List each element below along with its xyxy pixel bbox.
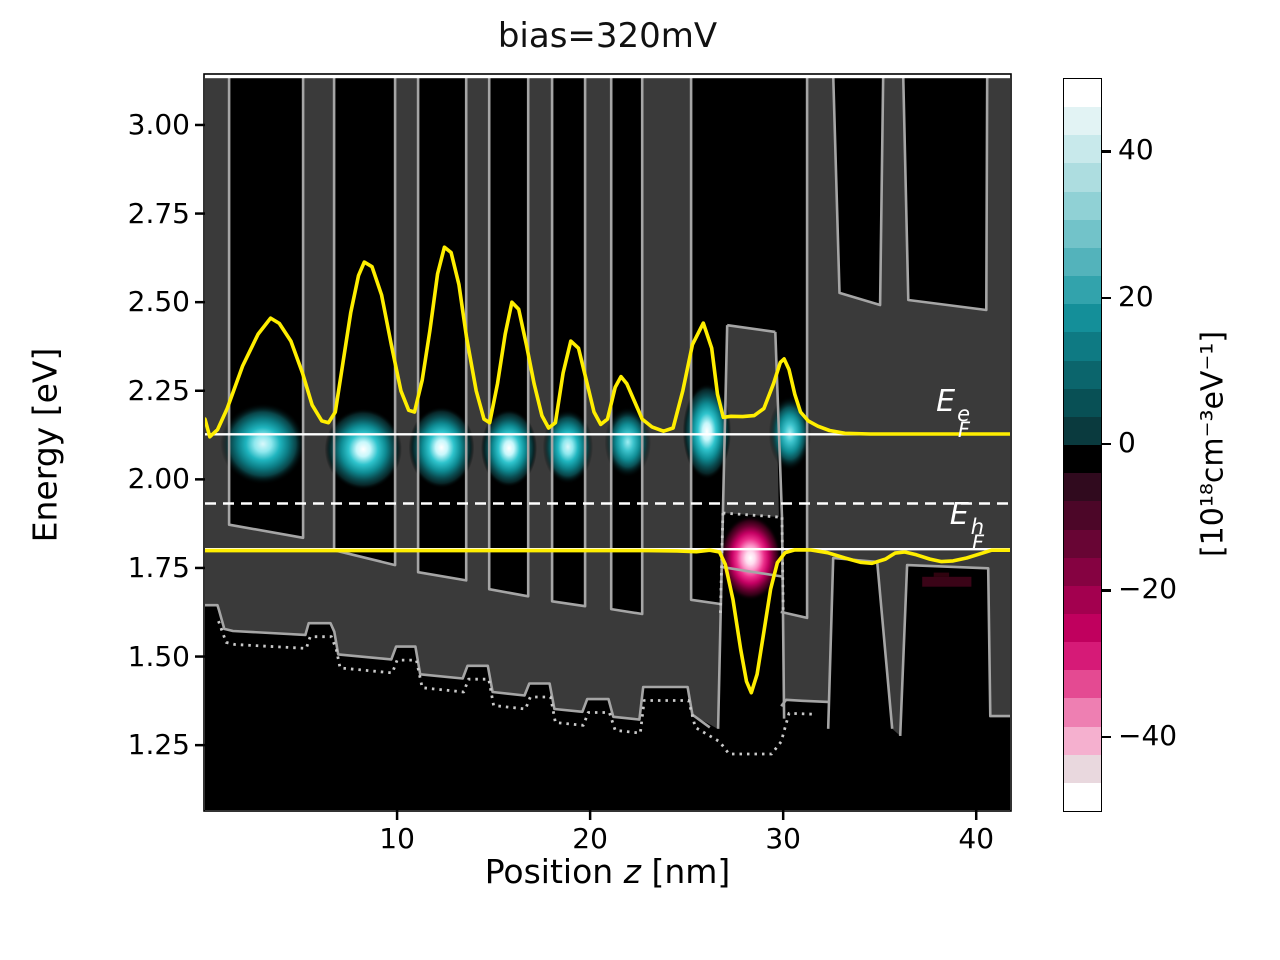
wells-7-8-and-cap <box>691 75 808 618</box>
deep-well-inner-line <box>722 565 783 578</box>
colorbar-segment <box>1064 585 1101 614</box>
colorbar-tick-mark <box>1101 443 1111 446</box>
deep-well-dotted-top <box>722 511 783 519</box>
colorbar-segment <box>1064 613 1101 643</box>
colorbar-segment <box>1064 163 1101 192</box>
well-2-edge <box>332 75 397 567</box>
deep-well-dotted-right <box>780 517 785 615</box>
colorbar-segment <box>1064 247 1101 277</box>
electron-density-blob <box>481 409 537 488</box>
colorbar-tick-mark <box>1101 296 1111 299</box>
colorbar-segment <box>1064 360 1101 389</box>
colorbar-segment <box>1064 473 1101 502</box>
colorbar-segment <box>1064 642 1101 671</box>
colorbar-tick-mark <box>1101 150 1111 153</box>
well-7-edge <box>689 75 722 606</box>
x-axis-label: Position z [nm] <box>484 852 731 891</box>
colorbar-segment <box>1064 557 1101 586</box>
valence-and-contact-region <box>205 513 1010 810</box>
y-tick-label: 2.25 <box>127 373 190 407</box>
well-8-edge <box>780 75 809 620</box>
x-tick-label: 10 <box>379 822 415 855</box>
faint-hole-streak-notch <box>933 572 950 577</box>
axes-border <box>203 73 1012 812</box>
faint-hole-streak <box>922 576 972 587</box>
top-strip <box>205 75 1010 79</box>
colorbar-segment <box>1064 276 1101 305</box>
deep-well-dotted-left <box>719 512 725 615</box>
electron-density-blob <box>604 406 651 478</box>
y-tick-label: 1.75 <box>127 550 190 584</box>
well-5-edge <box>550 75 587 608</box>
well-6-edge <box>609 75 644 616</box>
top-slot-1-edge <box>831 75 885 307</box>
top-slot-2-edge <box>901 75 989 312</box>
colorbar-tick-label: 20 <box>1118 279 1154 313</box>
y-tick-label: 3.00 <box>127 107 190 141</box>
colorbar-segment <box>1064 388 1101 417</box>
colorbar-tick-label: −40 <box>1118 718 1178 752</box>
colorbar-segment <box>1064 332 1101 361</box>
colorbar-tick-label: −20 <box>1118 572 1178 606</box>
colorbar-segment <box>1064 782 1101 812</box>
valence-staircase <box>205 603 711 729</box>
colorbar-segment <box>1064 416 1101 446</box>
colorbar-segment <box>1064 135 1101 164</box>
colorbar-tick-mark <box>1101 589 1111 592</box>
colorbar-segment <box>1064 754 1101 783</box>
y-tick-label: 2.50 <box>127 285 190 319</box>
electron-density-blob <box>220 403 306 485</box>
colorbar-segment <box>1064 670 1101 699</box>
colorbar-tick-label: 40 <box>1118 133 1154 167</box>
colorbar-segment <box>1064 79 1101 108</box>
deep-well-cap-top <box>727 323 776 334</box>
colorbar-tick-mark <box>1101 735 1111 739</box>
colorbar-segment <box>1064 304 1101 333</box>
y-tick-label: 1.25 <box>127 728 190 762</box>
well-1-edge <box>227 75 305 540</box>
colorbar-segment <box>1064 191 1101 220</box>
x-tick-label: 20 <box>572 822 608 855</box>
colorbar-segment <box>1064 219 1101 248</box>
x-tick-label: 30 <box>765 822 801 855</box>
electron-density-blob <box>682 383 732 480</box>
electron-profile-curve <box>205 245 1010 439</box>
well-4-edge <box>487 75 530 598</box>
colorbar-segment <box>1064 698 1101 727</box>
top-slot-right-1 <box>833 75 884 305</box>
colorbar-segment <box>1064 726 1101 755</box>
y-tick-label: 2.75 <box>127 196 190 230</box>
colorbar-segment <box>1064 501 1101 530</box>
valence-staircase-right <box>780 698 829 707</box>
well-6 <box>611 75 643 614</box>
colorbar-segment <box>1064 107 1101 136</box>
valence-dotted <box>217 620 817 756</box>
top-slot-right-2 <box>903 75 988 310</box>
plot-title: bias=320mV <box>497 16 718 56</box>
colorbar-segment <box>1064 529 1101 558</box>
x-tick-label: 40 <box>958 822 995 855</box>
colorbar-segment <box>1064 445 1101 474</box>
contact-slot-2-edge <box>898 563 1010 736</box>
electron-density-blob <box>324 408 402 491</box>
y-tick-label: 2.00 <box>127 462 190 496</box>
hole-density-blob <box>719 515 782 601</box>
electron-density-blob <box>542 409 594 484</box>
colorbar <box>1063 78 1102 812</box>
colorbar-tick-label: 0 <box>1118 426 1136 459</box>
hole-profile-curve <box>205 548 1010 695</box>
y-tick-label: 1.50 <box>127 639 190 673</box>
electron-density-blob <box>408 406 475 489</box>
